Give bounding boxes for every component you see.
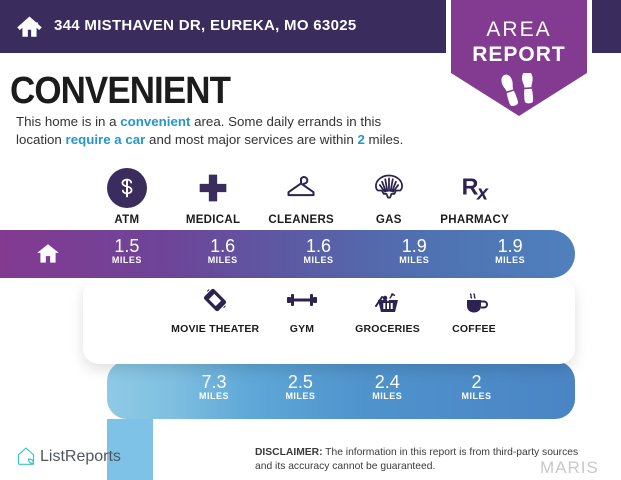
svg-text:x: x bbox=[476, 183, 489, 205]
svg-text:R: R bbox=[461, 174, 478, 200]
